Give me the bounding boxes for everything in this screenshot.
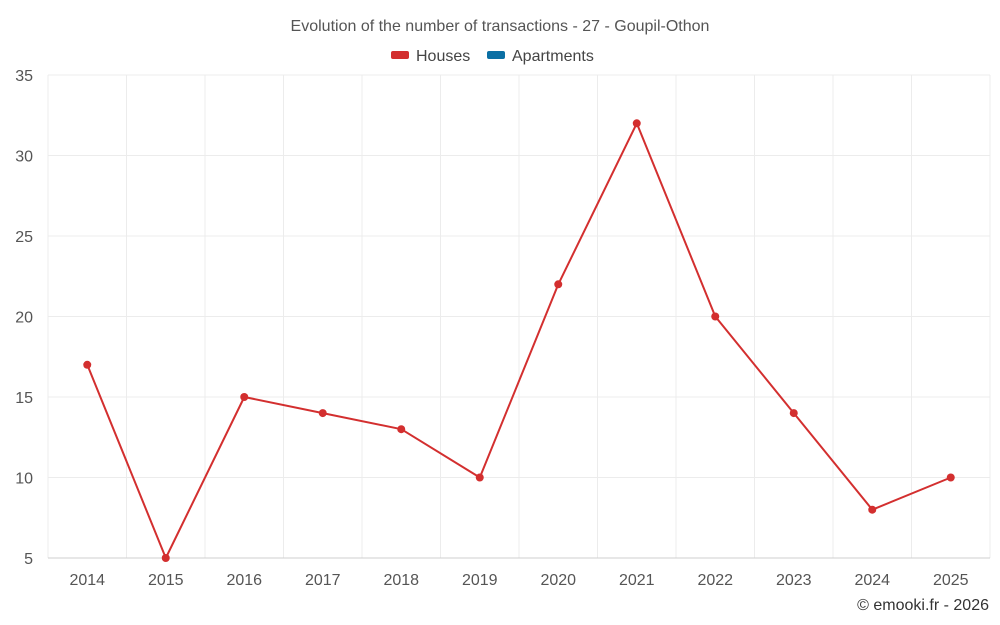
y-axis-ticks: 5 10 15 20 25 30 35 <box>15 68 33 568</box>
credit-text: © emooki.fr - 2026 <box>857 597 989 614</box>
y-tick-label: 15 <box>15 390 33 407</box>
y-tick-label: 25 <box>15 229 33 246</box>
legend-swatch-apartments <box>487 51 505 59</box>
data-point-houses-2023[interactable] <box>789 409 798 418</box>
x-tick-label: 2022 <box>697 572 733 589</box>
x-tick-label: 2021 <box>619 572 655 589</box>
x-tick-label: 2017 <box>305 572 341 589</box>
x-tick-label: 2014 <box>69 572 105 589</box>
data-point-houses-2025[interactable] <box>946 473 955 482</box>
legend-label-houses: Houses <box>416 48 470 65</box>
y-tick-label: 30 <box>15 149 33 166</box>
x-tick-label: 2025 <box>933 572 969 589</box>
legend-item-houses[interactable]: Houses <box>391 48 470 65</box>
series-line-houses <box>86 122 952 559</box>
x-tick-label: 2020 <box>540 572 576 589</box>
y-tick-label: 20 <box>15 310 33 327</box>
data-point-houses-2014[interactable] <box>83 360 92 369</box>
data-point-houses-2024[interactable] <box>868 505 877 514</box>
data-point-houses-2016[interactable] <box>240 393 249 401</box>
y-tick-label: 35 <box>15 68 33 85</box>
x-tick-label: 2015 <box>148 572 184 589</box>
x-gridlines <box>47 75 991 558</box>
x-tick-label: 2024 <box>854 572 890 589</box>
data-point-houses-2017[interactable] <box>318 409 327 418</box>
x-tick-label: 2023 <box>776 572 812 589</box>
data-point-houses-2020[interactable] <box>554 280 563 289</box>
x-tick-label: 2019 <box>462 572 498 589</box>
legend-item-apartments[interactable]: Apartments <box>487 48 594 65</box>
legend: Houses Apartments <box>391 48 594 65</box>
y-tick-label: 5 <box>24 551 33 568</box>
y-tick-label: 10 <box>15 471 33 488</box>
data-point-houses-2019[interactable] <box>475 473 484 482</box>
data-point-houses-2015[interactable] <box>161 554 170 562</box>
data-point-houses-2021[interactable] <box>632 119 641 128</box>
legend-label-apartments: Apartments <box>512 48 594 65</box>
legend-swatch-houses <box>391 51 409 59</box>
data-point-houses-2022[interactable] <box>711 312 720 321</box>
x-tick-label: 2016 <box>226 572 262 589</box>
x-tick-label: 2018 <box>383 572 419 589</box>
data-point-houses-2018[interactable] <box>397 425 406 434</box>
chart-title: Evolution of the number of transactions … <box>291 18 710 35</box>
x-axis-ticks: 2014 2015 2016 2017 2018 2019 2020 2021 2022 2023… <box>69 572 968 589</box>
series-layer <box>83 119 955 562</box>
